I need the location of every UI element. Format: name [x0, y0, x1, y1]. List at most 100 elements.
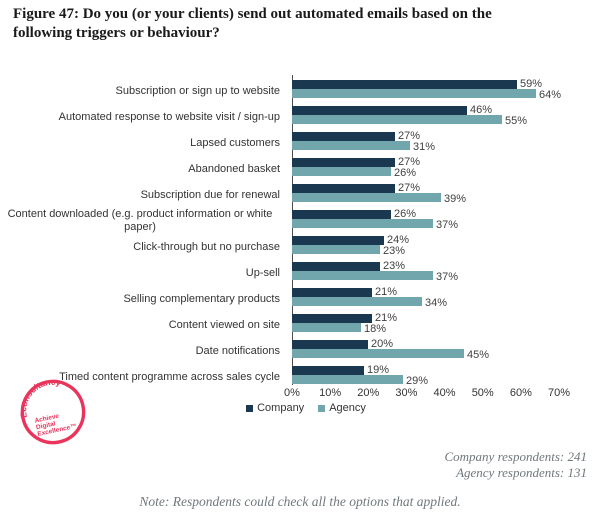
- x-axis-tick-label: 40%: [433, 387, 456, 399]
- agency-bar: [292, 323, 361, 332]
- company-value-label: 27%: [398, 130, 421, 142]
- company-value-label: 20%: [371, 338, 394, 350]
- x-axis-tick-label: 20%: [357, 387, 380, 399]
- chart-row: Subscription or sign up to website 59% 64%: [0, 78, 600, 104]
- category-label: Content downloaded (e.g. product informa…: [7, 208, 273, 233]
- y-axis-line: [292, 75, 293, 385]
- x-axis-tick-label: 70%: [547, 387, 571, 399]
- agency-bar: [292, 167, 391, 176]
- company-value-label: 26%: [394, 208, 417, 220]
- company-bar: [292, 262, 380, 271]
- company-value-label: 27%: [398, 182, 421, 194]
- agency-value-label: 55%: [505, 115, 528, 127]
- agency-bar: [292, 219, 433, 228]
- agency-bar: [292, 271, 433, 280]
- agency-bar: [292, 245, 380, 254]
- x-axis-tick-label: 10%: [319, 387, 342, 399]
- category-label: Timed content programme across sales cyc…: [59, 370, 280, 383]
- chart-row: Timed content programme across sales cyc…: [0, 364, 600, 390]
- agency-value-label: 34%: [425, 297, 448, 309]
- x-axis-tick-label: 0%: [284, 387, 300, 399]
- footnote: Note: Respondents could check all the op…: [139, 494, 461, 509]
- legend-item-agency: Agency: [318, 402, 366, 414]
- agency-value-label: 26%: [394, 167, 417, 179]
- agency-bar: [292, 349, 464, 358]
- chart-row: Abandoned basket 27% 26%: [0, 156, 600, 182]
- company-bar: [292, 210, 391, 219]
- chart-row: Subscription due for renewal 27% 39%: [0, 182, 600, 208]
- logo-circle: [20, 379, 86, 445]
- agency-bar: [292, 193, 441, 202]
- category-label: Date notifications: [195, 344, 280, 357]
- agency-bar: [292, 115, 502, 124]
- legend-item-company: Company: [246, 402, 304, 414]
- company-value-label: 19%: [367, 364, 390, 376]
- x-axis-tick-label: 50%: [471, 387, 494, 399]
- bar-chart-plot-area: Subscription or sign up to website 59% 64%…: [0, 78, 600, 390]
- logo-tagline-line-2: Digital: [35, 420, 56, 431]
- company-bar: [292, 80, 517, 89]
- chart-row: Click-through but no purchase 24% 23%: [0, 234, 600, 260]
- x-axis-tick-label: 30%: [395, 387, 418, 399]
- agency-value-label: 29%: [406, 375, 429, 387]
- chart-row: Content viewed on site 21% 18%: [0, 312, 600, 338]
- legend-label-company: Company: [257, 402, 305, 414]
- company-bar: [292, 236, 384, 245]
- company-respondents: Company respondents: 241: [444, 449, 587, 464]
- company-value-label: 59%: [520, 78, 543, 90]
- figure-title: Figure 47: Do you (or your clients) send…: [13, 5, 593, 43]
- category-label: Automated response to website visit / si…: [58, 110, 280, 123]
- agency-value-label: 37%: [436, 271, 459, 283]
- agency-bar: [292, 375, 403, 384]
- agency-value-label: 39%: [444, 193, 467, 205]
- category-label: Click-through but no purchase: [133, 240, 280, 253]
- category-label: Subscription or sign up to website: [115, 84, 280, 97]
- company-bar: [292, 106, 467, 115]
- agency-value-label: 64%: [539, 89, 562, 101]
- chart-row: Content downloaded (e.g. product informa…: [0, 208, 600, 234]
- company-value-label: 24%: [387, 234, 410, 246]
- company-value-label: 23%: [383, 260, 406, 272]
- respondents-counts: Company respondents: 241 Agency responde…: [444, 449, 587, 481]
- chart-row: Date notifications 20% 45%: [0, 338, 600, 364]
- chart-row: Lapsed customers 27% 31%: [0, 130, 600, 156]
- x-axis-tick-labels: 0% 10% 20% 30% 40% 50% 60% 70%: [0, 387, 600, 401]
- agency-value-label: 18%: [364, 323, 387, 335]
- company-value-label: 46%: [470, 104, 493, 116]
- agency-value-label: 45%: [467, 349, 490, 361]
- agency-bar: [292, 141, 410, 150]
- company-bar: [292, 340, 368, 349]
- agency-bar: [292, 89, 536, 98]
- company-value-label: 21%: [375, 286, 398, 298]
- agency-value-label: 23%: [383, 245, 406, 257]
- company-bar: [292, 158, 395, 167]
- category-label: Selling complementary products: [123, 292, 280, 305]
- category-label: Up-sell: [245, 266, 280, 279]
- category-label: Lapsed customers: [190, 136, 280, 149]
- chart-legend: Company Agency: [0, 402, 600, 414]
- company-bar: [292, 314, 372, 323]
- company-value-label: 27%: [398, 156, 421, 168]
- category-label: Content viewed on site: [168, 318, 280, 331]
- figure-title-line-2: following triggers or behaviour?: [13, 25, 220, 41]
- agency-bar: [292, 297, 422, 306]
- company-bar: [292, 288, 372, 297]
- agency-value-label: 31%: [413, 141, 436, 153]
- company-value-label: 21%: [375, 312, 398, 324]
- figure-title-line-1: Figure 47: Do you (or your clients) send…: [13, 6, 492, 22]
- company-bar: [292, 184, 395, 193]
- category-label: Subscription due for renewal: [140, 188, 280, 201]
- x-axis-tick-label: 60%: [509, 387, 532, 399]
- company-bar: [292, 366, 364, 375]
- legend-label-agency: Agency: [329, 402, 366, 414]
- chart-row: Automated response to website visit / si…: [0, 104, 600, 130]
- econsultancy-logo: Econsultancy Achieve Digital Excellence™: [13, 374, 86, 445]
- company-legend-swatch: [246, 404, 254, 412]
- company-bar: [292, 132, 395, 141]
- chart-row: Selling complementary products 21% 34%: [0, 286, 600, 312]
- category-label: Abandoned basket: [188, 162, 280, 175]
- chart-row: Up-sell 23% 37%: [0, 260, 600, 286]
- agency-value-label: 37%: [436, 219, 459, 231]
- agency-legend-swatch: [318, 404, 326, 412]
